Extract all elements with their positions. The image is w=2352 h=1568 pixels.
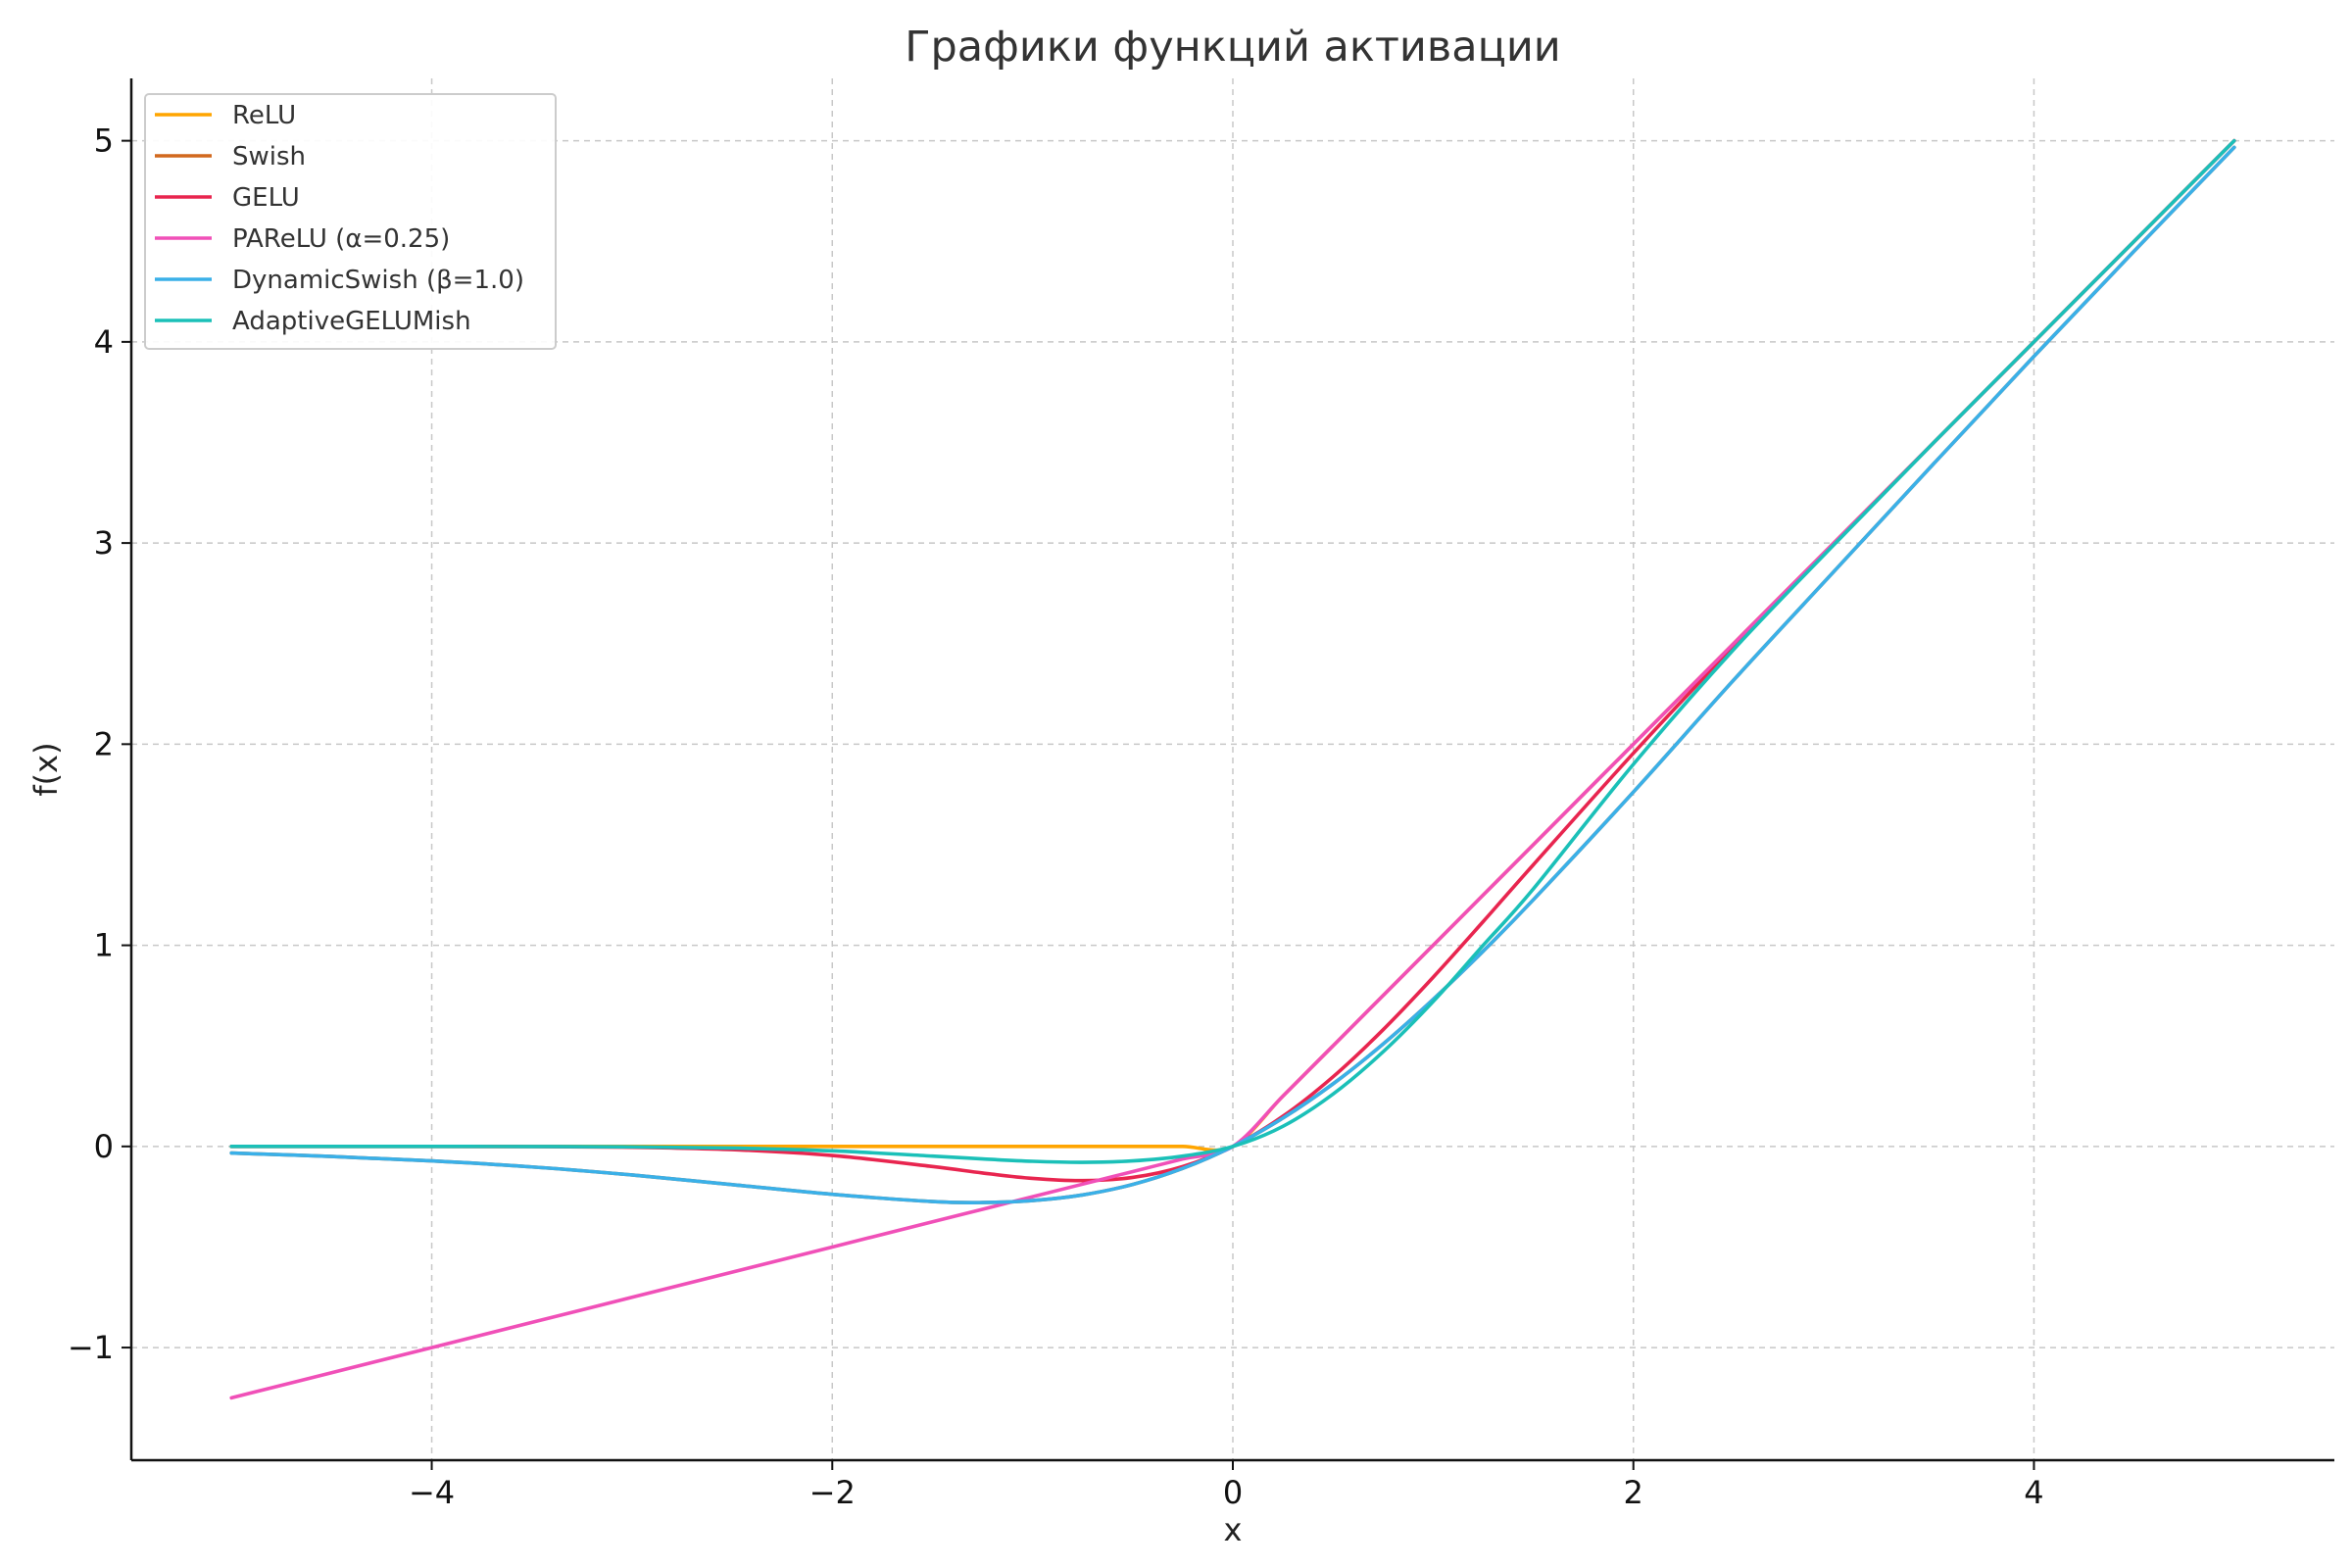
series-layer — [229, 138, 2236, 1400]
y-axis-label: f(x) — [27, 742, 65, 796]
x-tick-label: 2 — [1624, 1474, 1643, 1511]
legend-label-parelu-0-25: PAReLU (α=0.25) — [232, 224, 450, 254]
x-tick-label: −2 — [809, 1474, 856, 1511]
series-line-dynamicswish-1-0 — [229, 145, 2236, 1205]
x-axis-label: x — [1224, 1511, 1243, 1548]
x-tick-label: 0 — [1223, 1474, 1243, 1511]
legend-label-dynamicswish-1-0: DynamicSwish (β=1.0) — [232, 266, 524, 295]
y-tick-label: 1 — [94, 927, 114, 964]
legend-label-adaptivegelumish: AdaptiveGELUMish — [232, 307, 471, 336]
y-tick-label: 2 — [94, 725, 114, 762]
legend-items: ReLU Swish GELU PAReLU (α=0.25) DynamicSwish… — [155, 101, 524, 336]
legend: ReLU Swish GELU PAReLU (α=0.25) DynamicSwish… — [144, 93, 557, 350]
y-tick-label: 5 — [94, 122, 114, 160]
legend-label-gelu: GELU — [232, 183, 300, 213]
legend-label-relu: ReLU — [232, 101, 296, 130]
y-tick-label: 0 — [94, 1128, 114, 1165]
x-tick-label: 4 — [2024, 1474, 2043, 1511]
y-tick-label: −1 — [68, 1329, 114, 1366]
y-tick-label: 3 — [94, 524, 114, 562]
tick-layer: −4 −2 0 2 4 −1 0 1 2 3 4 5 — [68, 122, 2044, 1511]
y-tick-label: 4 — [94, 323, 114, 361]
legend-label-swish: Swish — [232, 142, 306, 172]
legend-box — [144, 93, 557, 350]
series-line-adaptivegelumish — [229, 138, 2236, 1164]
chart-title: Графики функций активации — [905, 23, 1560, 72]
x-tick-label: −4 — [409, 1474, 455, 1511]
